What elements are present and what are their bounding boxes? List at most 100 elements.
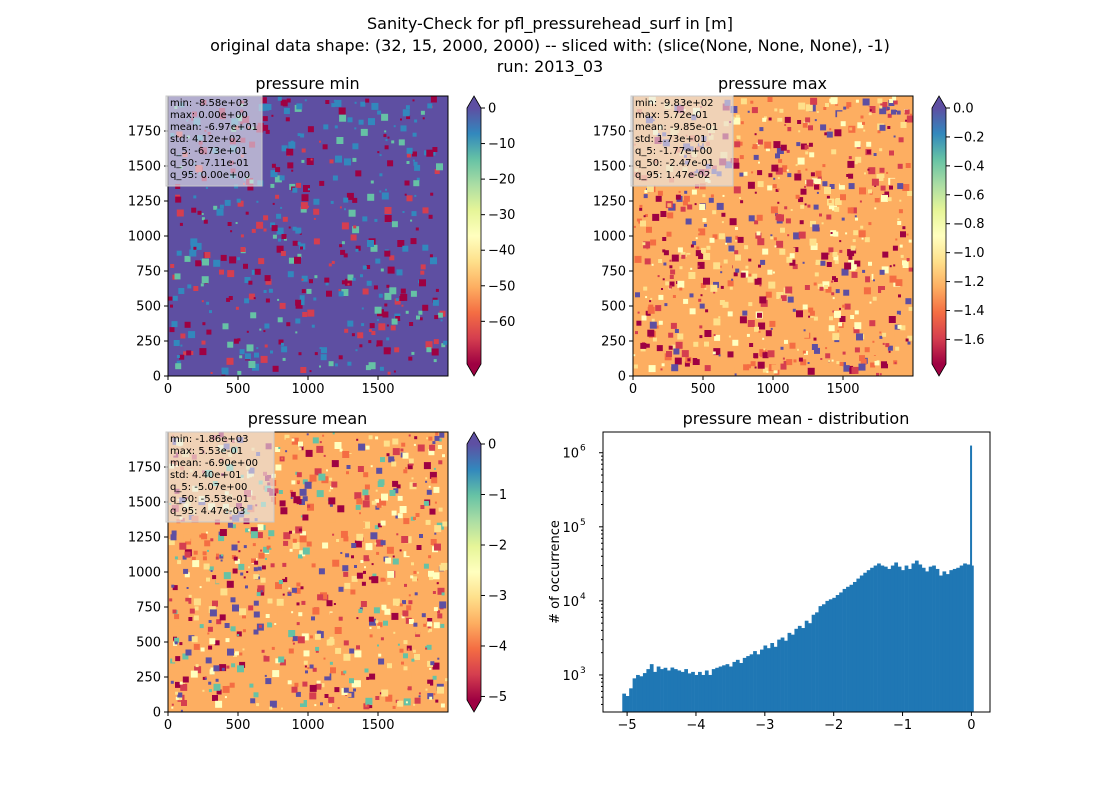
heatmap-cell <box>900 325 906 331</box>
heatmap-cell <box>239 652 243 656</box>
heatmap-cell <box>328 263 332 267</box>
x-tick-label: −2 <box>824 718 843 733</box>
heatmap-cell <box>897 218 900 221</box>
heatmap-cell <box>207 626 213 632</box>
heatmap-cell <box>417 571 419 574</box>
histogram-bar <box>694 674 699 712</box>
heatmap-cell <box>362 288 369 295</box>
panel-pressure-min: pressure min 0 500 1000 1500025050075010001… <box>128 74 516 397</box>
heatmap-cell <box>337 707 340 709</box>
heatmap-cell <box>339 448 343 452</box>
heatmap-cell <box>248 293 255 300</box>
heatmap-cell <box>891 109 896 115</box>
heatmap-cell <box>202 676 206 680</box>
heatmap-cell <box>396 484 401 489</box>
heatmap-cell <box>751 171 754 174</box>
heatmap-cell <box>247 184 254 191</box>
heatmap-cell <box>757 361 765 369</box>
heatmap-cell <box>379 366 384 371</box>
heatmap-cell <box>767 97 773 102</box>
heatmap-cell <box>207 549 209 552</box>
heatmap-cell <box>795 194 800 199</box>
heatmap-cell <box>813 157 816 160</box>
heatmap-cell <box>273 501 277 505</box>
heatmap-cell <box>365 98 370 103</box>
heatmap-cell <box>876 372 879 376</box>
heatmap-cell <box>370 487 375 492</box>
heatmap-cell <box>304 481 312 489</box>
heatmap-cell <box>658 320 663 325</box>
heatmap-cell <box>755 232 762 239</box>
histogram-bar <box>753 651 757 712</box>
heatmap-cell <box>417 444 425 452</box>
y-tick-exponent: 3 <box>580 666 586 676</box>
heatmap-cell <box>910 113 912 116</box>
heatmap-cell <box>291 509 294 512</box>
heatmap-cell <box>265 614 270 618</box>
heatmap-cell <box>369 634 373 638</box>
heatmap-cell <box>344 582 351 589</box>
heatmap-cell <box>277 317 283 323</box>
heatmap-cell <box>814 347 820 354</box>
heatmap-cell <box>718 354 721 357</box>
heatmap-cell <box>431 348 439 356</box>
heatmap-cell <box>858 230 866 238</box>
x-tick-label: 0 <box>164 718 172 733</box>
heatmap-cell <box>679 336 682 339</box>
heatmap-cell <box>368 362 376 370</box>
heatmap-cell <box>177 692 183 698</box>
heatmap-cell <box>817 332 824 339</box>
heatmap-cell <box>756 214 763 221</box>
heatmap-cell <box>429 444 436 451</box>
histogram-bar <box>780 637 785 712</box>
heatmap-cell <box>773 141 781 149</box>
heatmap-cell <box>391 612 399 620</box>
heatmap-cell <box>854 347 860 353</box>
heatmap-cell <box>814 119 817 122</box>
histogram-bar <box>890 565 895 712</box>
heatmap-cell <box>843 106 847 110</box>
heatmap-cell <box>378 479 385 486</box>
heatmap-cell <box>229 256 237 264</box>
heatmap-cell <box>291 686 298 693</box>
y-tick-label: 250 <box>136 671 161 686</box>
heatmap-cell <box>873 279 875 282</box>
heatmap-cell <box>324 694 329 698</box>
histogram-bar <box>894 562 899 712</box>
heatmap-cell <box>301 194 309 202</box>
heatmap-cell <box>179 354 185 360</box>
heatmap-cell <box>652 373 654 376</box>
heatmap-cell <box>319 365 321 368</box>
heatmap-cell <box>206 673 212 679</box>
heatmap-cell <box>357 332 364 339</box>
heatmap-cell <box>814 272 819 277</box>
heatmap-cell <box>870 362 876 368</box>
heatmap-cell <box>719 265 722 268</box>
heatmap-cell <box>672 295 676 298</box>
heatmap-cell <box>203 563 210 570</box>
heatmap-cell <box>732 339 739 346</box>
heatmap-cell <box>871 356 877 361</box>
heatmap-cell <box>831 292 835 296</box>
heatmap-cell <box>655 305 662 312</box>
x-tick-label: −3 <box>755 718 774 733</box>
heatmap-cell <box>423 500 429 506</box>
heatmap-cell <box>648 365 656 373</box>
heatmap-cell <box>276 245 284 253</box>
heatmap-cell <box>792 308 796 312</box>
heatmap-cell <box>832 335 836 339</box>
x-tick-label: −4 <box>686 718 705 733</box>
heatmap-cell <box>885 343 890 348</box>
heatmap-cell <box>381 113 389 121</box>
colorbar-extend-min <box>467 700 481 712</box>
heatmap-cell <box>257 574 260 577</box>
histogram-bar <box>942 571 947 712</box>
heatmap-cell <box>762 337 765 340</box>
colorbar-tick-label: −50 <box>488 279 515 294</box>
heatmap-cell <box>443 340 448 345</box>
heatmap-cell <box>415 629 421 635</box>
heatmap-cell <box>690 267 693 270</box>
heatmap-cell <box>334 125 338 129</box>
heatmap-cell <box>328 515 336 523</box>
